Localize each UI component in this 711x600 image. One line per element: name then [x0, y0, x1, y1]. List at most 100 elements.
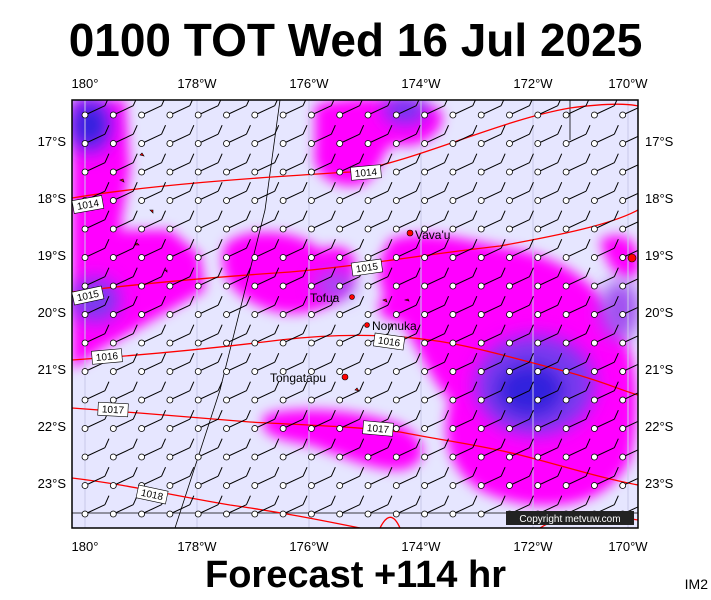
- isobar-label: 1017: [97, 401, 129, 418]
- wind-barb: [364, 181, 393, 204]
- wind-barb: [81, 324, 110, 347]
- wind-barb: [223, 295, 251, 318]
- wind-barb: [251, 210, 280, 233]
- wind-barb: [619, 221, 638, 233]
- wind-barb: [449, 153, 478, 176]
- wind-barb: [251, 238, 280, 261]
- wind-barb: [251, 153, 280, 176]
- wind-barb: [81, 153, 110, 176]
- wind-barb: [194, 295, 223, 318]
- wind-barb: [109, 153, 138, 176]
- wind-barb: [364, 466, 393, 489]
- wind-barb: [109, 238, 138, 261]
- svg-text:170°W: 170°W: [608, 539, 648, 554]
- wind-barb: [194, 267, 223, 290]
- wind-barb: [591, 100, 618, 119]
- wind-barb: [449, 124, 478, 147]
- wind-barb: [591, 381, 619, 404]
- wind-barb: [591, 324, 619, 347]
- wind-barb: [392, 124, 421, 147]
- wind-barb: [364, 124, 393, 147]
- wind-barb: [279, 409, 308, 432]
- wind-barb: [251, 295, 280, 318]
- wind-barb: [506, 238, 534, 261]
- wind-barb: [562, 100, 590, 119]
- svg-text:1014: 1014: [76, 198, 100, 213]
- wind-barb: [421, 267, 449, 290]
- wind-barb: [336, 352, 365, 375]
- wind-barb: [421, 409, 449, 432]
- svg-text:20°S: 20°S: [38, 305, 67, 320]
- svg-text:23°S: 23°S: [645, 476, 674, 491]
- wind-barb: [307, 124, 336, 147]
- wind-barb: [336, 438, 365, 461]
- wind-barb: [477, 409, 506, 432]
- wind-barb: [591, 295, 619, 318]
- wind-barb: [223, 100, 250, 119]
- isobar-label: 1017: [362, 420, 394, 437]
- wind-barb: [279, 438, 308, 461]
- svg-text:18°S: 18°S: [645, 191, 674, 206]
- map-title: 0100 TOT Wed 16 Jul 2025: [68, 14, 643, 66]
- wind-barb: [477, 352, 506, 375]
- wind-barb: [534, 100, 561, 119]
- wind-barb: [534, 153, 563, 176]
- place-vavau: Vava'u: [415, 228, 450, 242]
- wind-barb: [194, 381, 223, 404]
- wind-barb: [562, 181, 591, 204]
- wind-barb: [619, 107, 638, 119]
- wind-barb: [506, 381, 534, 404]
- wind-barb: [194, 100, 222, 119]
- wind-barb: [166, 100, 193, 119]
- wind-barb: [279, 238, 308, 261]
- wind-barb: [591, 438, 619, 461]
- wind-barb: [109, 438, 138, 461]
- wind-barb: [421, 153, 449, 176]
- svg-text:1014: 1014: [354, 167, 378, 180]
- wind-barb: [81, 100, 109, 119]
- wind-barb: [81, 124, 110, 147]
- wind-barb: [392, 153, 421, 176]
- wind-barb: [194, 324, 223, 347]
- wind-barb: [477, 381, 506, 404]
- wind-barb: [109, 495, 138, 518]
- wind-barb: [449, 210, 478, 233]
- wind-barb: [166, 466, 195, 489]
- wind-barb: [251, 181, 280, 204]
- wind-barb: [279, 210, 308, 233]
- wind-barb: [562, 324, 591, 347]
- wind-barb: [223, 210, 251, 233]
- wind-barb: [562, 409, 591, 432]
- wind-barb: [591, 409, 619, 432]
- wind-barb: [223, 381, 251, 404]
- svg-text:17°S: 17°S: [645, 134, 674, 149]
- wind-barb: [392, 381, 421, 404]
- wind-barb: [392, 267, 421, 290]
- wind-barb: [534, 267, 563, 290]
- wind-barb: [166, 124, 195, 147]
- wind-barb: [336, 153, 365, 176]
- wind-barb: [534, 295, 563, 318]
- map-frame: [71, 99, 639, 529]
- svg-text:1017: 1017: [366, 423, 390, 436]
- wind-barb: [251, 438, 280, 461]
- wind-barb: [81, 438, 110, 461]
- wind-barb: [619, 449, 638, 461]
- svg-text:22°S: 22°S: [645, 419, 674, 434]
- svg-text:174°W: 174°W: [401, 539, 441, 554]
- wind-barb: [449, 409, 478, 432]
- wind-barb: [421, 295, 449, 318]
- wind-barb: [477, 438, 506, 461]
- svg-text:1016: 1016: [377, 336, 401, 350]
- wind-barb: [619, 249, 638, 261]
- wind-barb: [166, 153, 195, 176]
- wind-barb: [166, 352, 195, 375]
- wind-barb: [81, 267, 110, 290]
- wind-barb: [307, 495, 336, 518]
- wind-barb: [336, 124, 365, 147]
- wind-barb: [477, 267, 506, 290]
- wind-barb: [223, 352, 251, 375]
- isobar-label: 1016: [372, 332, 406, 351]
- wind-barb: [364, 438, 393, 461]
